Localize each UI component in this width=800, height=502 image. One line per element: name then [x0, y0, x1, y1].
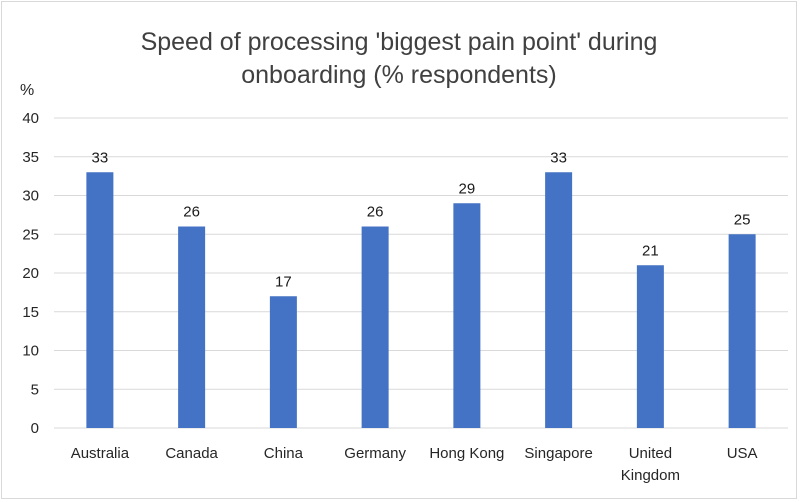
bar: [636, 265, 664, 428]
bar: [728, 234, 756, 428]
y-tick-label: 35: [22, 149, 39, 166]
data-labels: 33 26 17 26 29 33 21 25: [92, 149, 751, 290]
bar: [545, 172, 573, 428]
data-label: 17: [275, 273, 292, 290]
x-axis-categories: Australia Canada China Germany Hong Kong Sing…: [71, 445, 758, 484]
x-category-label: Germany: [344, 445, 406, 462]
x-category-label: Kingdom: [621, 467, 680, 484]
data-label: 26: [183, 204, 200, 221]
x-category-label: United: [629, 445, 672, 462]
y-axis-ticks: 0 5 10 15 20 25 30 35 40: [22, 110, 39, 437]
data-label: 29: [459, 180, 476, 197]
data-label: 25: [734, 211, 751, 228]
y-tick-label: 0: [31, 420, 39, 437]
x-category-label: China: [264, 445, 304, 462]
x-category-label: USA: [727, 445, 758, 462]
y-tick-label: 5: [31, 381, 39, 398]
data-label: 33: [550, 149, 567, 166]
data-label: 21: [642, 242, 659, 259]
y-tick-label: 15: [22, 304, 39, 321]
x-category-label: Singapore: [524, 445, 592, 462]
y-tick-label: 30: [22, 188, 39, 205]
y-tick-label: 20: [22, 265, 39, 282]
bar: [86, 172, 114, 428]
y-tick-label: 40: [22, 110, 39, 127]
data-label: 33: [92, 149, 109, 166]
y-axis-unit-label: %: [20, 82, 34, 99]
bar: [178, 226, 206, 428]
gridlines: [54, 117, 788, 429]
y-tick-label: 10: [22, 343, 39, 360]
bar: [361, 226, 389, 428]
y-tick-label: 25: [22, 226, 39, 243]
chart-title-line-2: onboarding (% respondents): [241, 61, 556, 89]
x-category-label: Australia: [71, 445, 130, 462]
data-label: 26: [367, 204, 384, 221]
bars: [86, 172, 756, 428]
x-category-label: Canada: [165, 445, 218, 462]
chart-title-line-1: Speed of processing 'biggest pain point'…: [141, 28, 658, 56]
bar: [453, 203, 481, 428]
x-category-label: Hong Kong: [429, 445, 504, 462]
bar: [269, 296, 297, 428]
chart-title: Speed of processing 'biggest pain point'…: [141, 28, 658, 89]
